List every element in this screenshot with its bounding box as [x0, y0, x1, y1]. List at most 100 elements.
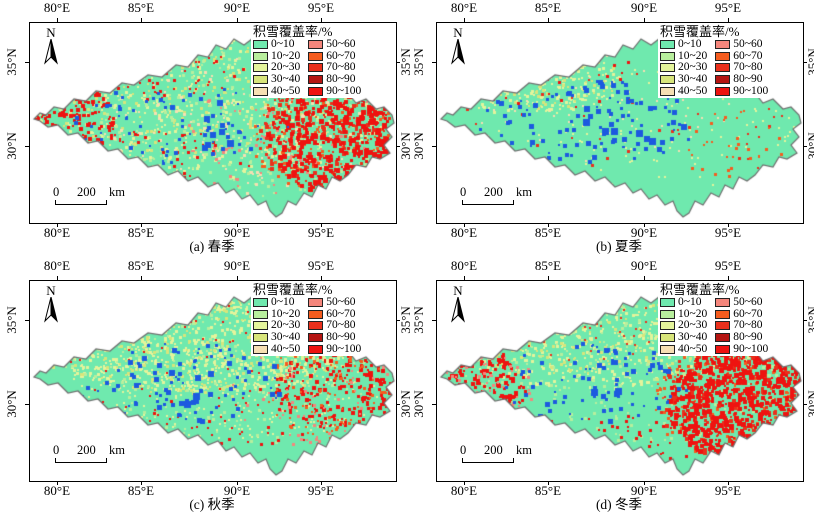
legend-swatch	[715, 298, 731, 308]
axis-tick	[728, 18, 729, 22]
legend-item-label: 50~60	[733, 38, 763, 51]
legend-item: 20~30	[660, 62, 707, 74]
legend-title: 积雪覆盖率/%	[660, 282, 740, 297]
bottom-axis-label: 95°E	[714, 225, 742, 240]
axis-tick	[396, 320, 400, 321]
legend-item-label: 80~90	[733, 73, 763, 86]
legend-item-label: 0~10	[678, 38, 702, 51]
legend-item-label: 50~60	[326, 296, 356, 309]
legend: 积雪覆盖率/% 0~10 10~20 20~30 30~40 40~50 50~60 60~7…	[251, 25, 364, 98]
legend-item-label: 60~70	[326, 49, 356, 62]
lat-label-left: 35°N	[411, 306, 426, 334]
lat-label-left: 30°N	[411, 390, 426, 418]
legend-swatch	[253, 63, 268, 73]
scalebar-bar	[55, 200, 107, 205]
legend-item: 70~80	[308, 320, 361, 332]
lat-label-right: 30°N	[805, 390, 814, 418]
legend-title: 积雪覆盖率/%	[253, 282, 333, 297]
axis-tick	[141, 223, 142, 227]
scalebar-unit-label: km	[516, 185, 532, 199]
legend-swatch	[253, 86, 268, 96]
legend-item-label: 80~90	[326, 331, 356, 344]
legend-swatch	[253, 40, 268, 50]
axis-tick	[396, 62, 400, 63]
legend-item: 50~60	[715, 39, 768, 51]
legend-item-label: 40~50	[678, 342, 708, 355]
legend-item: 40~50	[253, 343, 300, 355]
axis-tick	[803, 320, 807, 321]
legend-swatch	[660, 309, 675, 319]
legend-swatch	[253, 321, 268, 331]
legend-item: 70~80	[308, 62, 361, 74]
top-axis-label: 90°E	[630, 258, 658, 273]
legend-column: 0~10 10~20 20~30 30~40 40~50	[660, 297, 707, 355]
legend-item: 80~90	[308, 331, 361, 344]
legend-item: 0~10	[660, 297, 707, 309]
legend-item: 70~80	[715, 62, 768, 74]
legend-item-label: 40~50	[678, 84, 708, 97]
legend-item: 30~40	[253, 331, 300, 344]
legend-item: 90~100	[715, 85, 768, 97]
axis-tick	[321, 481, 322, 485]
legend-item: 60~70	[715, 50, 768, 63]
axis-tick	[432, 146, 436, 147]
axis-tick	[396, 404, 400, 405]
legend-swatch	[660, 333, 675, 343]
legend-item: 30~40	[660, 73, 708, 86]
legend-swatch	[715, 86, 731, 96]
legend-item-label: 90~100	[733, 84, 769, 97]
axis-tick	[141, 481, 142, 485]
legend-swatch	[660, 321, 675, 331]
top-axis-label: 85°E	[534, 258, 562, 273]
map-panel-c: 80°E 80°E 85°E 85°E 90°E 90°E 95°E 95°E 35°N 35°N…	[0, 258, 413, 515]
north-arrow: N	[42, 284, 60, 323]
scalebar-text: 0 200 km	[52, 443, 142, 457]
legend-item-label: 30~40	[271, 73, 301, 86]
north-arrow-icon	[44, 297, 58, 323]
scalebar-distance-label: 200	[484, 185, 503, 199]
map-frame: N 0 200 km 积雪覆盖率/% 0~10 10~20 20~30 30~40 40~50 50…	[29, 280, 397, 482]
legend-item-label: 20~30	[271, 319, 301, 332]
bottom-axis-label: 90°E	[223, 483, 251, 498]
legend-item: 60~70	[308, 308, 361, 321]
legend-item-label: 0~10	[271, 296, 295, 309]
legend-swatch	[253, 333, 268, 343]
legend-item-label: 30~40	[678, 73, 708, 86]
legend-item-label: 20~30	[678, 61, 708, 74]
legend-column: 50~60 60~70 70~80 80~90 90~100	[715, 297, 768, 355]
scalebar-distance-label: 200	[77, 185, 96, 199]
axis-tick	[464, 223, 465, 227]
legend-item: 20~30	[660, 320, 707, 332]
legend-swatch	[660, 86, 675, 96]
top-axis-label: 80°E	[450, 0, 478, 15]
legend-swatch	[253, 309, 268, 319]
scalebar-text: 0 200 km	[459, 185, 549, 199]
top-axis-label: 95°E	[714, 0, 742, 15]
lat-label-right: 30°N	[805, 132, 814, 160]
legend-swatch	[715, 40, 731, 50]
lat-label-right: 35°N	[805, 306, 814, 334]
legend-swatch	[308, 75, 324, 85]
legend-title: 积雪覆盖率/%	[660, 24, 740, 39]
legend-swatch	[715, 51, 731, 61]
scalebar: 0 200 km	[52, 443, 142, 463]
top-axis-label: 90°E	[223, 258, 251, 273]
legend-swatch	[253, 75, 268, 85]
legend-item-label: 50~60	[326, 38, 356, 51]
scalebar: 0 200 km	[459, 185, 549, 205]
legend-swatch	[253, 51, 268, 61]
map-panel-d: 80°E 80°E 85°E 85°E 90°E 90°E 95°E 95°E 35°N 35°N…	[407, 258, 814, 515]
scalebar-text: 0 200 km	[52, 185, 142, 199]
legend-item-label: 30~40	[678, 331, 708, 344]
north-arrow-icon	[44, 39, 58, 65]
axis-tick	[25, 146, 29, 147]
legend-swatch	[660, 63, 675, 73]
legend-item: 40~50	[660, 343, 707, 355]
bottom-axis-label: 90°E	[630, 225, 658, 240]
scalebar-zero-label: 0	[460, 185, 467, 199]
north-arrow: N	[449, 26, 467, 65]
axis-tick	[57, 223, 58, 227]
bottom-axis-label: 95°E	[307, 225, 335, 240]
legend-swatch	[715, 333, 731, 343]
axis-tick	[432, 62, 436, 63]
